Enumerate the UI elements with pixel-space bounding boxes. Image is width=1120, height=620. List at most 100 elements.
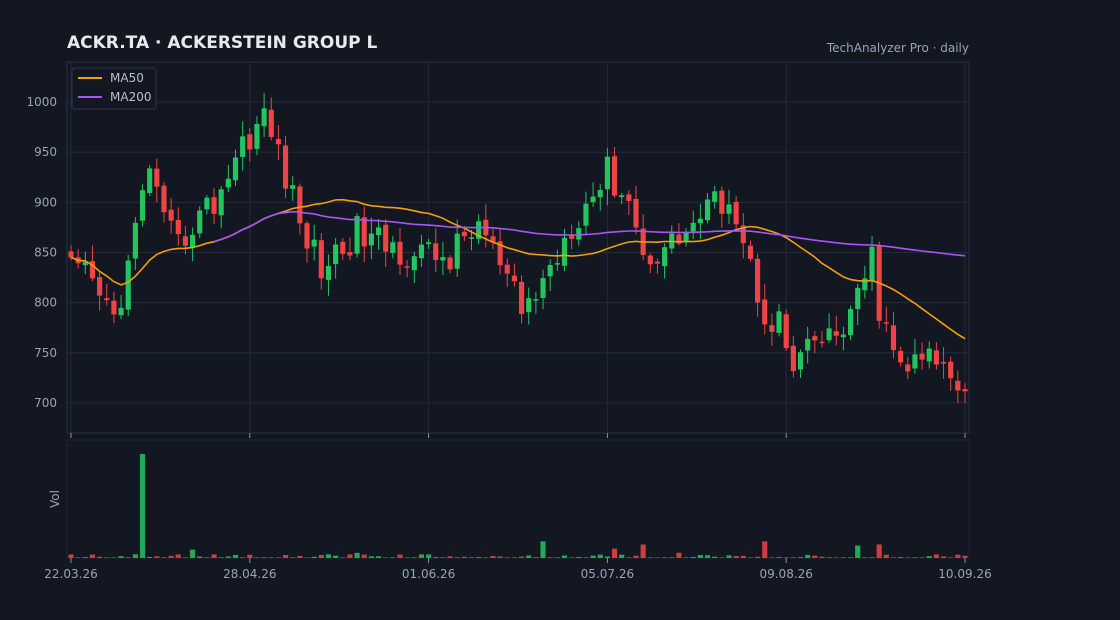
- candle-body: [626, 194, 632, 201]
- gridlines: [67, 62, 969, 433]
- volume-bar: [640, 544, 646, 558]
- candle-body: [583, 203, 589, 226]
- candle-body: [333, 244, 339, 265]
- candle-body: [375, 227, 382, 236]
- candle-body: [590, 196, 596, 203]
- candle-body: [783, 314, 789, 349]
- volume-bar: [447, 556, 453, 558]
- candle-body: [712, 191, 718, 202]
- volume-bar: [554, 557, 560, 558]
- candle-body: [282, 145, 289, 189]
- volume-bar: [118, 556, 124, 558]
- candle-body: [454, 233, 460, 269]
- volume-bar: [426, 554, 432, 558]
- candle-body: [161, 185, 167, 213]
- candle-body: [311, 239, 317, 247]
- volume-bar: [161, 557, 167, 558]
- candle-body: [175, 219, 181, 235]
- volume-bar: [533, 557, 539, 558]
- candle-body: [740, 225, 746, 244]
- volume-bar: [590, 555, 596, 558]
- candle-body: [819, 341, 825, 344]
- candle-body: [519, 281, 525, 314]
- volume-bar: [225, 556, 231, 558]
- volume-panel-frame: [66, 439, 970, 559]
- volume-bar: [733, 556, 739, 558]
- candle-body: [697, 218, 703, 224]
- candle-body: [747, 245, 754, 259]
- candle-body: [554, 263, 560, 265]
- candle-body: [812, 336, 818, 341]
- candle-body: [597, 189, 603, 198]
- candle-body: [368, 233, 374, 246]
- volume-bar: [755, 556, 761, 558]
- volume-bar: [68, 554, 74, 558]
- volume-bar: [540, 541, 546, 558]
- volume-bar: [325, 554, 332, 558]
- volume-bar: [826, 557, 832, 558]
- volume-bar: [769, 557, 775, 558]
- volume-bar: [847, 557, 854, 558]
- volume-bar: [511, 557, 517, 558]
- volume-bar: [454, 557, 460, 558]
- volume-bar: [132, 554, 138, 558]
- volume-bar: [218, 557, 224, 558]
- volume-bar: [654, 557, 661, 558]
- volume-bar: [569, 557, 575, 558]
- volume-bar: [940, 556, 947, 558]
- candle-body: [147, 168, 153, 194]
- volume-bar: [912, 557, 918, 558]
- price-tick-label: 750: [34, 346, 57, 360]
- volume-bar: [311, 556, 317, 558]
- candle-body: [168, 209, 174, 221]
- volume-bar: [597, 554, 603, 558]
- candle-body: [139, 190, 146, 221]
- candle-body: [955, 380, 961, 391]
- volume-bar: [690, 556, 696, 558]
- ma200-line: [213, 210, 966, 257]
- volume-bar: [375, 556, 382, 558]
- price-tick-label: 800: [34, 296, 57, 310]
- candle-body: [547, 265, 553, 277]
- price-tick-label: 900: [34, 195, 57, 209]
- volume-bar: [926, 556, 932, 558]
- volume-bar: [611, 548, 618, 558]
- volume-bar: [476, 557, 482, 558]
- volume-bar: [962, 555, 968, 558]
- candle-body: [347, 252, 353, 256]
- candle-body: [762, 299, 768, 325]
- volume-bar: [676, 552, 682, 558]
- volume-bar: [819, 556, 825, 558]
- chart-subtitle: TechAnalyzer Pro · daily: [826, 41, 969, 55]
- candle-body: [683, 232, 689, 242]
- volume-bar: [890, 557, 897, 558]
- volume-bar: [290, 557, 296, 558]
- candle-body: [154, 168, 160, 187]
- candle-body: [755, 258, 761, 303]
- volume-bar: [740, 555, 746, 558]
- candle-body: [840, 334, 846, 338]
- candle-body: [433, 243, 439, 261]
- volume-bar: [268, 557, 274, 558]
- candle-body: [912, 354, 918, 369]
- volume-bar: [232, 554, 239, 558]
- volume-bar: [368, 556, 374, 558]
- volume-bar: [783, 557, 789, 558]
- volume-bar: [712, 556, 718, 558]
- volume-bar: [683, 557, 689, 558]
- candle-body: [776, 311, 782, 333]
- candle-body: [232, 157, 239, 181]
- candle-body: [68, 251, 74, 258]
- volume-bar: [790, 557, 796, 558]
- candle-body: [576, 228, 582, 240]
- volume-bar: [497, 556, 503, 558]
- volume-bar: [275, 557, 281, 558]
- candle-body: [497, 241, 503, 266]
- candle-body: [619, 195, 625, 198]
- volume-bar: [626, 557, 632, 558]
- volume-bar: [104, 557, 110, 558]
- volume-bar: [561, 555, 568, 558]
- volume-bar: [418, 554, 425, 558]
- volume-bar: [604, 556, 610, 558]
